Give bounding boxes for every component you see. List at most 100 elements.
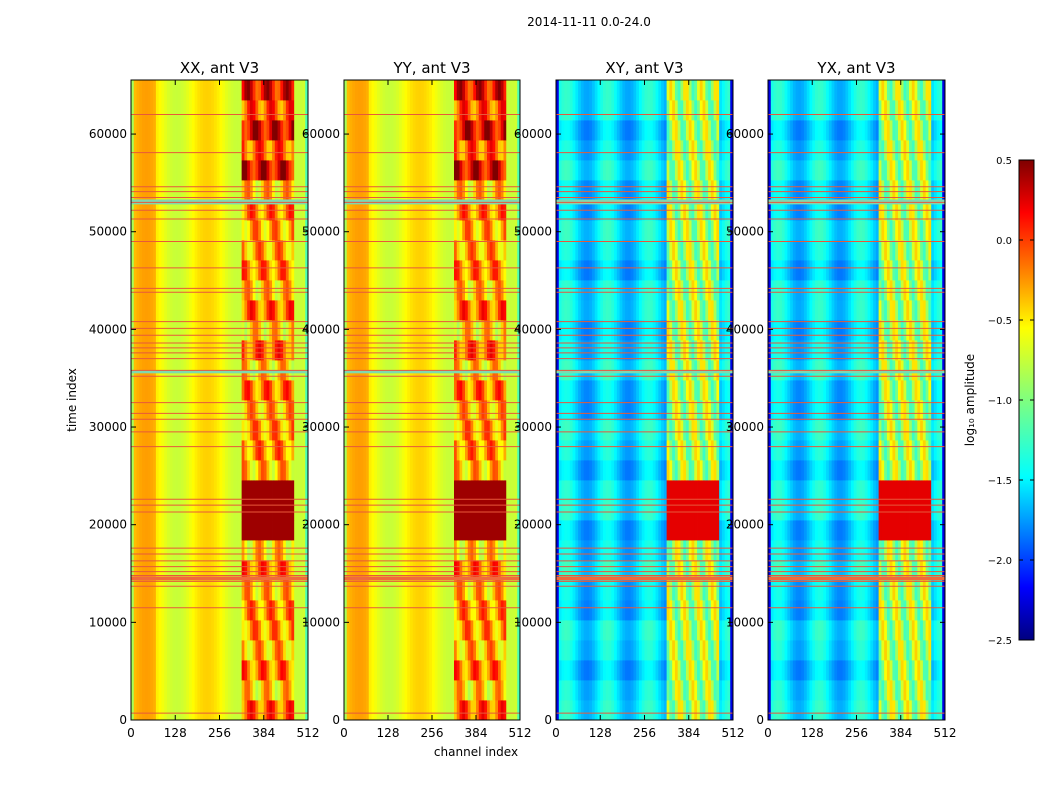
heatmap-cell (189, 100, 193, 121)
heatmap-cell (131, 420, 135, 441)
heatmap-cell (614, 700, 618, 720)
heatmap-cell (241, 100, 245, 121)
heatmap-cell (191, 680, 196, 701)
heatmap-cell (377, 140, 381, 161)
heatmap-cell (691, 660, 695, 681)
heatmap-cell (655, 640, 659, 661)
heatmap-cell (487, 180, 491, 201)
heatmap-cell (360, 80, 364, 101)
heatmap-cell (238, 280, 243, 301)
heatmap-cell (225, 160, 229, 181)
heatmap-cell (580, 680, 585, 701)
heatmap-cell (211, 460, 215, 481)
heatmap-cell (244, 520, 248, 541)
heatmap-cell (412, 300, 416, 321)
heatmap-cell (349, 540, 353, 561)
heatmap-cell (277, 580, 281, 601)
heatmap-cell (495, 160, 499, 181)
heatmap-cell (285, 280, 290, 301)
heatmap-cell (489, 660, 493, 681)
heatmap-cell (233, 220, 237, 241)
heatmap-cell (688, 560, 692, 581)
heatmap-cell (147, 280, 151, 301)
heatmap-cell (164, 440, 168, 461)
heatmap-cell (650, 500, 654, 521)
heatmap-cell (169, 700, 173, 720)
heatmap-cell (346, 640, 350, 661)
heatmap-cell (484, 520, 488, 541)
heatmap-cell (492, 220, 496, 241)
heatmap-cell (616, 520, 621, 541)
heatmap-cell (202, 280, 207, 301)
heatmap-cell (296, 500, 301, 521)
heatmap-cell (388, 640, 392, 661)
heatmap-cell (344, 180, 348, 201)
heatmap-cell (423, 540, 427, 561)
heatmap-cell (385, 380, 389, 401)
heatmap-cell (509, 100, 513, 121)
heatmap-cell (377, 380, 381, 401)
heatmap-cell (219, 640, 223, 661)
heatmap-cell (230, 260, 234, 281)
heatmap-cell (716, 640, 720, 661)
heatmap-cell (244, 260, 248, 281)
heatmap-cell (230, 100, 234, 121)
heatmap-cell (178, 660, 182, 681)
y-tick-label: 50000 (89, 225, 127, 239)
heatmap-cell (299, 420, 303, 441)
heatmap-cell (219, 320, 223, 341)
heatmap-cell (443, 380, 447, 401)
heatmap-cell (296, 700, 301, 720)
heatmap-cell (697, 680, 701, 701)
x-tick-label: 256 (208, 726, 231, 740)
heatmap-cell (622, 580, 626, 601)
heatmap-cell (197, 520, 201, 541)
heatmap-cell (158, 220, 162, 241)
heatmap-cell (697, 600, 701, 621)
heatmap-cell (382, 700, 386, 720)
heatmap-cell (661, 660, 665, 681)
heatmap-cell (511, 120, 515, 141)
heatmap-cell (616, 560, 621, 581)
heatmap-cell (426, 560, 430, 581)
heatmap-cell (401, 100, 405, 121)
heatmap-cell (691, 700, 695, 720)
heatmap-cell (277, 220, 281, 241)
heatmap-cell (249, 480, 254, 501)
heatmap-cell (633, 560, 637, 581)
heatmap-cell (564, 580, 568, 601)
heatmap-cell (451, 500, 455, 521)
heatmap-cell (360, 160, 364, 181)
heatmap-cell (296, 320, 301, 341)
heatmap-cell (247, 380, 251, 401)
heatmap-cell (360, 460, 364, 481)
heatmap-cell (260, 120, 265, 141)
heatmap-cell (567, 580, 571, 601)
heatmap-cell (205, 620, 209, 641)
heatmap-cell (456, 500, 460, 521)
heatmap-cell (139, 700, 143, 720)
heatmap-cell (283, 120, 287, 141)
heatmap-cell (200, 240, 204, 261)
heatmap-cell (233, 500, 237, 521)
heatmap-cell (236, 440, 240, 461)
heatmap-cell (133, 180, 137, 201)
heatmap-cell (153, 660, 157, 681)
heatmap-cell (443, 80, 447, 101)
heatmap-cell (155, 280, 160, 301)
figure-suptitle: 2014-11-11 0.0-24.0 (527, 15, 651, 29)
heatmap-cell (390, 120, 394, 141)
heatmap-cell (189, 460, 193, 481)
heatmap-cell (225, 620, 229, 641)
heatmap-cell (266, 280, 270, 301)
heatmap-cell (291, 100, 295, 121)
heatmap-cell (269, 300, 273, 321)
heatmap-cell (476, 420, 480, 441)
heatmap-cell (302, 280, 306, 301)
heatmap-cell (699, 540, 703, 561)
heatmap-cell (691, 500, 695, 521)
heatmap-cell (244, 660, 248, 681)
heatmap-cell (158, 140, 162, 161)
heatmap-cell (396, 80, 400, 101)
heatmap-cell (180, 480, 184, 501)
